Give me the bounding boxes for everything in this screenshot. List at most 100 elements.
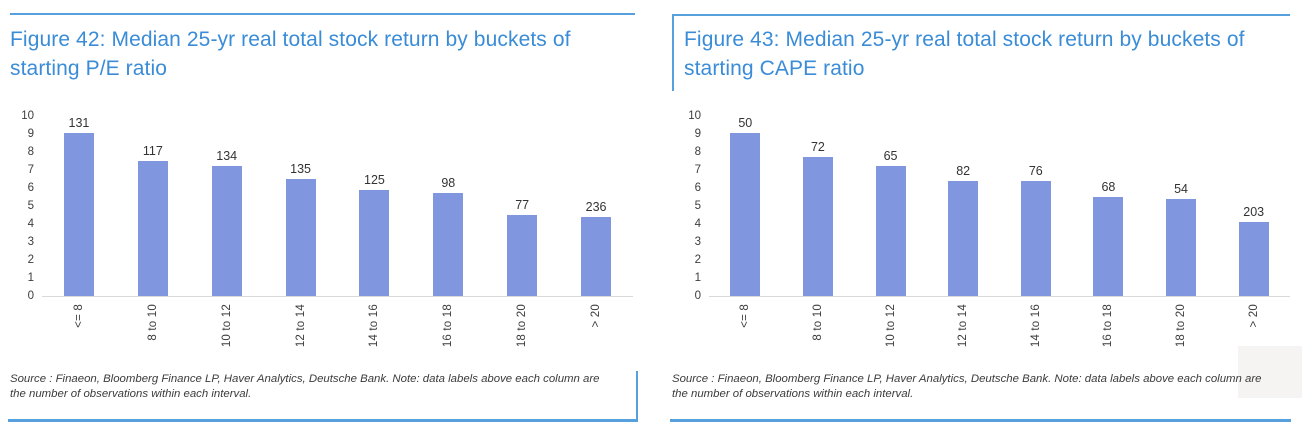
bar-cell: 65 (854, 116, 927, 296)
source-note: Source : Finaeon, Bloomberg Finance LP, … (672, 373, 1262, 400)
x-tick-label: 8 to 10 (811, 304, 824, 341)
x-tick-label: 14 to 16 (1029, 304, 1042, 348)
y-tick-label: 4 (694, 218, 701, 230)
x-axis-labels: <= 8 8 to 10 10 to 12 12 to 14 14 to 16 16 to… (42, 297, 633, 359)
y-tick-label: 5 (694, 200, 701, 212)
bar-value-label: 54 (1174, 181, 1189, 196)
bar-value-label: 65 (883, 149, 898, 164)
x-tick-label: 18 to 20 (1175, 304, 1188, 348)
figure-42-panel: Figure 42: Median 25-yr real total stock… (6, 13, 638, 422)
bar-cell: 98 (411, 116, 485, 296)
bar-value-label: 98 (441, 176, 456, 191)
y-tick-label: 8 (27, 146, 34, 158)
x-tick-cell: 8 to 10 (782, 297, 855, 359)
bar-cell: 134 (190, 116, 264, 296)
bar-value-label: 82 (956, 163, 971, 178)
bar (211, 166, 242, 296)
x-tick-cell: 14 to 16 (338, 297, 412, 359)
bar-value-label: 131 (68, 116, 90, 130)
bar-value-label: 77 (515, 198, 530, 212)
x-tick-cell: 14 to 16 (1000, 297, 1073, 359)
y-tick-label: 2 (694, 254, 701, 266)
x-tick-label: <= 8 (72, 304, 85, 328)
y-axis: 0 1 2 3 4 5 6 7 8 9 10 (6, 110, 42, 302)
bar-cell: 76 (1000, 116, 1073, 296)
x-tick-label: 16 to 18 (1102, 304, 1115, 348)
y-tick-label: 3 (694, 236, 701, 248)
x-tick-label: 8 to 10 (146, 304, 159, 341)
figure-43-panel: Figure 43: Median 25-yr real total stock… (651, 0, 1302, 436)
x-tick-label: 10 to 12 (884, 304, 897, 348)
y-tick-label: 0 (694, 290, 701, 302)
figure-42-title: Figure 42: Median 25-yr real total stock… (10, 28, 571, 80)
y-tick-label: 4 (27, 218, 34, 230)
figure-43-title: Figure 43: Median 25-yr real total stock… (684, 28, 1245, 80)
bar-value-label: 68 (1101, 180, 1116, 194)
bar-cell: 50 (709, 116, 782, 296)
y-tick-label: 10 (21, 110, 34, 122)
plot-wrap: 50 72 65 82 76 68 54 203 <= 8 8 to 10 10 to 12 12 … (709, 116, 1290, 359)
x-tick-cell: 10 to 12 (854, 297, 927, 359)
plot-wrap: 131 117 134 135 125 98 77 236 <= 8 8 to 10 10 to … (42, 116, 633, 359)
y-axis: 0 1 2 3 4 5 6 7 8 9 10 (673, 110, 709, 302)
bar (63, 133, 94, 296)
x-tick-label: > 20 (590, 304, 603, 328)
y-tick-label: 8 (694, 146, 701, 158)
bar-value-label: 125 (364, 172, 385, 187)
x-tick-cell: 16 to 18 (1072, 297, 1145, 359)
bar-cell: 54 (1145, 116, 1218, 296)
x-tick-label: 12 to 14 (957, 304, 970, 348)
bar-cell: 125 (338, 116, 412, 296)
y-tick-label: 10 (688, 110, 701, 122)
y-tick-label: 3 (27, 236, 34, 248)
x-tick-cell: <= 8 (709, 297, 782, 359)
bar (802, 157, 833, 296)
bar (137, 161, 168, 296)
bar-value-label: 50 (738, 116, 753, 130)
bar (1020, 180, 1051, 296)
x-tick-cell: 18 to 20 (1145, 297, 1218, 359)
bar (507, 215, 538, 296)
y-tick-label: 1 (27, 272, 34, 284)
bar-cell: 68 (1072, 116, 1145, 296)
bar-cell: 117 (116, 116, 190, 296)
bar-value-label: 135 (290, 162, 311, 176)
y-tick-label: 6 (694, 182, 701, 194)
x-tick-label: > 20 (1247, 304, 1260, 328)
bar (285, 179, 316, 296)
scan-artifact-box (1238, 346, 1302, 398)
bar-cell: 77 (485, 116, 559, 296)
y-tick-label: 9 (27, 128, 34, 140)
plot-area: 50 72 65 82 76 68 54 203 (709, 116, 1290, 297)
x-tick-label: 16 to 18 (442, 304, 455, 348)
bar (581, 216, 612, 296)
x-tick-label: 14 to 16 (368, 304, 381, 348)
y-tick-label: 7 (27, 164, 34, 176)
top-rule (10, 13, 635, 15)
bottom-rule (8, 419, 638, 422)
bar-cell: 131 (42, 116, 116, 296)
bar-value-label: 134 (216, 149, 238, 164)
bottom-rule (670, 419, 1291, 422)
x-tick-cell: 12 to 14 (927, 297, 1000, 359)
y-tick-label: 9 (694, 128, 701, 140)
x-tick-cell: 18 to 20 (485, 297, 559, 359)
x-tick-cell: 8 to 10 (116, 297, 190, 359)
bar (359, 189, 390, 296)
bar (1093, 197, 1124, 296)
bar-cell: 236 (559, 116, 633, 296)
bar-cell: 203 (1217, 116, 1290, 296)
bar-value-label: 236 (585, 199, 607, 214)
bar (433, 193, 464, 296)
x-tick-label: <= 8 (739, 304, 752, 328)
bar-chart-pe: 0 1 2 3 4 5 6 7 8 9 10 131 117 134 135 125 98 77 236 <= 8… (6, 110, 633, 359)
bar-value-label: 76 (1028, 163, 1043, 178)
source-note: Source : Finaeon, Bloomberg Finance LP, … (10, 373, 600, 400)
bar-chart-cape: 0 1 2 3 4 5 6 7 8 9 10 50 72 65 82 76 68 54 203 <= 8 8 to … (673, 110, 1290, 359)
y-tick-label: 6 (27, 182, 34, 194)
x-tick-cell: <= 8 (42, 297, 116, 359)
bar-value-label: 117 (142, 144, 163, 158)
top-rule (672, 14, 1290, 16)
footer-right-rule (636, 371, 638, 419)
